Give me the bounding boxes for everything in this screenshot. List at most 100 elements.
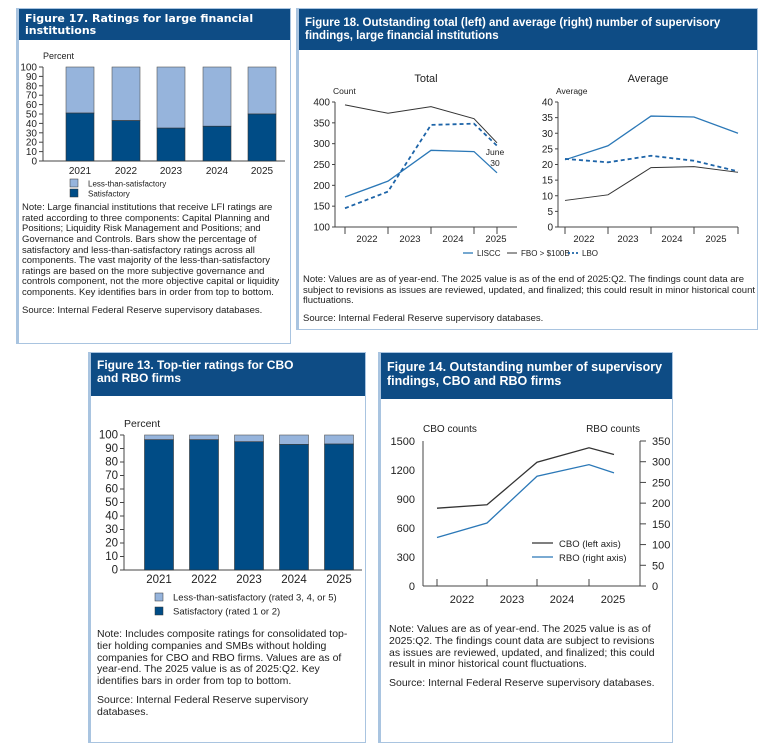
- y-tick-label-right: 50: [652, 560, 664, 572]
- figure-note: Note: Includes composite ratings for con…: [97, 628, 348, 687]
- bar-less-than-satisfactory: [156, 66, 186, 129]
- bar-satisfactory: [156, 127, 186, 162]
- x-tick-label: 2024: [206, 166, 229, 177]
- y-tick-label: 30: [26, 128, 38, 139]
- legend-swatch: [69, 188, 79, 198]
- series-line-rbo: [436, 463, 615, 539]
- figure-notes: Note: Includes composite ratings for con…: [97, 628, 361, 718]
- bar-satisfactory: [189, 439, 219, 571]
- x-tick-label: 2021: [146, 574, 172, 586]
- bar-less-than-satisfactory: [279, 434, 309, 445]
- y-tick-label: 40: [105, 511, 118, 523]
- y-tick-label: 200: [313, 181, 330, 192]
- x-tick-label: 2025: [251, 166, 274, 177]
- x-tick-label: 2025: [705, 234, 726, 245]
- y-tick-label: 0: [31, 157, 37, 168]
- x-tick-label: 2025: [326, 574, 352, 586]
- figure-title: Figure 17. Ratings for large financial i…: [19, 9, 290, 40]
- y-tick-label: 80: [105, 457, 118, 469]
- x-tick-label: 2024: [661, 234, 682, 245]
- figure-17-panel: Figure 17. Ratings for large financial i…: [16, 8, 291, 344]
- annotation-june-30: 30: [490, 158, 500, 168]
- legend-label: Satisfactory: [88, 190, 130, 199]
- legend-label: FBO > $100B: [521, 249, 570, 258]
- y-axis-label-left: CBO counts: [423, 424, 477, 435]
- y-tick-label: 20: [26, 138, 38, 149]
- y-tick-label: 35: [542, 113, 554, 124]
- legend-swatch: [154, 606, 164, 616]
- legend-label: LBO: [582, 249, 598, 258]
- y-tick-label: 100: [313, 223, 330, 234]
- y-tick-label: 30: [105, 524, 118, 536]
- legend-label: Satisfactory (rated 1 or 2): [173, 607, 280, 618]
- y-tick-label-left: 300: [397, 552, 415, 564]
- y-tick-label: 5: [547, 207, 553, 218]
- y-tick-label: 30: [542, 129, 554, 140]
- x-tick-label: 2023: [236, 574, 262, 586]
- figure-title: Figure 13. Top-tier ratings for CBO and …: [91, 353, 365, 396]
- x-tick-label: 2024: [281, 574, 307, 586]
- bar-satisfactory: [65, 112, 95, 162]
- y-axis-label: Percent: [124, 418, 160, 430]
- y-tick-label: 15: [542, 176, 554, 187]
- x-tick-label: 2023: [500, 594, 524, 606]
- bar-satisfactory: [144, 439, 174, 571]
- series-line-liscc: [344, 149, 498, 198]
- y-tick-label: 0: [547, 223, 553, 234]
- x-tick-label: 2024: [442, 234, 463, 245]
- bar-less-than-satisfactory: [234, 434, 264, 443]
- x-tick-label: 2023: [399, 234, 420, 245]
- y-axis-label: Percent: [43, 51, 75, 61]
- figure-18-panel: Figure 18. Outstanding total (left) and …: [296, 8, 758, 330]
- bar-satisfactory: [234, 441, 264, 571]
- y-tick-label: 0: [112, 565, 118, 577]
- legend-label: Less-than-satisfactory (rated 3, 4, or 5…: [173, 593, 337, 604]
- bar-less-than-satisfactory: [247, 66, 277, 115]
- bar-satisfactory: [279, 444, 309, 571]
- bar-satisfactory: [202, 125, 232, 162]
- y-tick-label: 20: [105, 538, 118, 550]
- legend-label: LISCC: [477, 249, 501, 258]
- figure-source: Source: Internal Federal Reserve supervi…: [97, 693, 309, 718]
- bar-less-than-satisfactory: [144, 434, 174, 441]
- figure-note: Note: Large financial institutions that …: [22, 202, 280, 298]
- y-tick-label-left: 1500: [391, 436, 415, 448]
- y-tick-label: 50: [26, 110, 38, 121]
- y-tick-label-left: 0: [409, 581, 415, 593]
- bar-satisfactory: [324, 443, 354, 571]
- figure-note: Note: Values are as of year-end. The 202…: [303, 274, 756, 307]
- x-tick-label: 2023: [160, 166, 183, 177]
- chart-title: Total: [414, 73, 437, 85]
- bar-less-than-satisfactory: [202, 66, 232, 127]
- series-line-fbo-100b: [344, 104, 498, 144]
- x-tick-label: 2025: [601, 594, 625, 606]
- y-tick-label: 10: [26, 147, 38, 158]
- y-tick-label-right: 100: [652, 540, 670, 552]
- y-tick-label-right: 350: [652, 436, 670, 448]
- y-tick-label: 90: [26, 72, 38, 83]
- legend-label: Less-than-satisfactory: [88, 180, 166, 189]
- figure-notes: Note: Large financial institutions that …: [22, 202, 288, 316]
- x-tick-label: 2022: [573, 234, 594, 245]
- figure-source: Source: Internal Federal Reserve supervi…: [22, 304, 263, 316]
- y-tick-label-right: 250: [652, 477, 670, 489]
- bar-less-than-satisfactory: [111, 66, 141, 121]
- y-tick-label: 25: [542, 144, 554, 155]
- figure-13-panel: Figure 13. Top-tier ratings for CBO and …: [88, 352, 366, 743]
- y-tick-label: 20: [542, 160, 554, 171]
- chart-title: Average: [628, 73, 669, 85]
- figure-notes: Note: Values are as of year-end. The 202…: [389, 623, 667, 690]
- bar-less-than-satisfactory: [189, 434, 219, 441]
- y-tick-label: 60: [26, 100, 38, 111]
- y-tick-label-right: 150: [652, 519, 670, 531]
- series-line-lbo: [564, 154, 739, 173]
- figure-source: Source: Internal Federal Reserve supervi…: [389, 677, 655, 689]
- bar-less-than-satisfactory: [324, 434, 354, 445]
- y-axis-label: Average: [556, 86, 588, 96]
- y-tick-label-left: 600: [397, 523, 415, 535]
- x-tick-label: 2022: [115, 166, 138, 177]
- bar-less-than-satisfactory: [65, 66, 95, 114]
- y-tick-label: 50: [105, 497, 118, 509]
- figure-source: Source: Internal Federal Reserve supervi…: [303, 312, 544, 324]
